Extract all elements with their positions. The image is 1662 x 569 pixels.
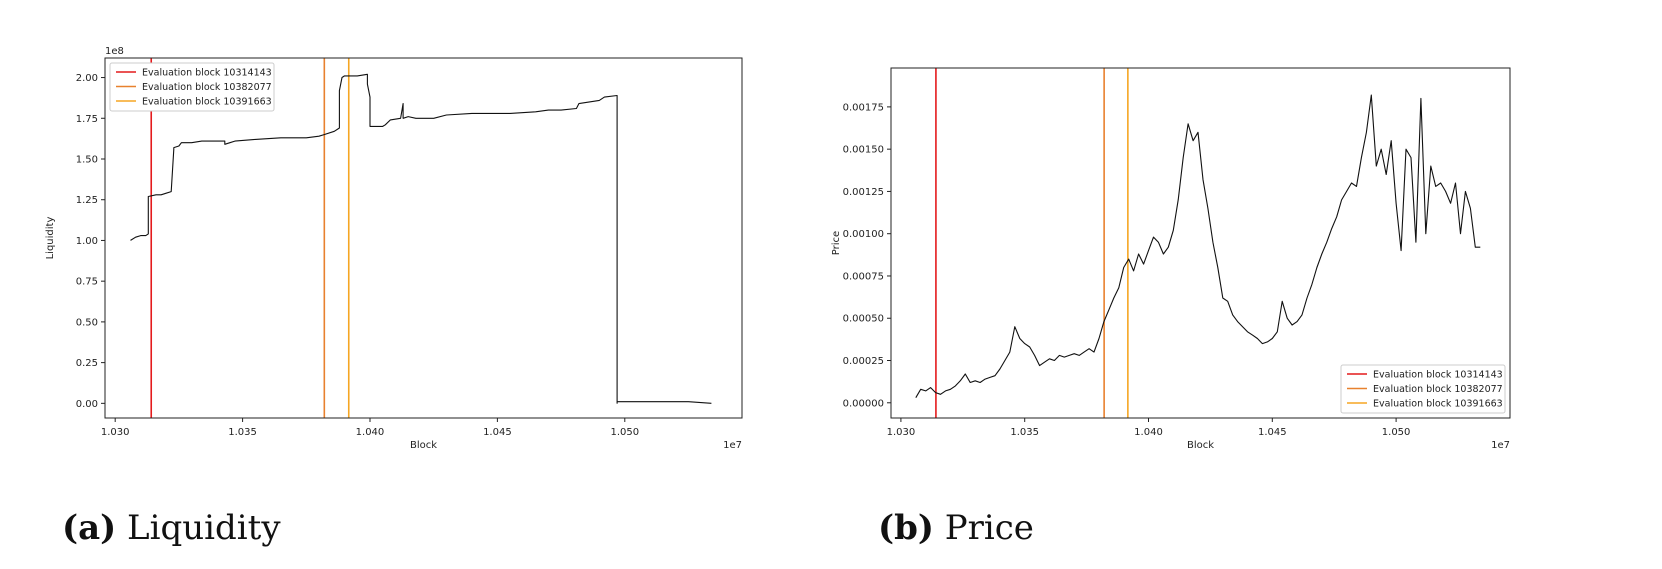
- series-line-1: [915, 94, 1481, 398]
- y-tick-label: 0.50: [76, 317, 98, 328]
- y-tick-label: 0.75: [76, 277, 98, 288]
- y-tick-label: 0.00075: [843, 271, 884, 282]
- plot-frame: [890, 67, 1511, 419]
- y-tick-label: 1.25: [76, 195, 98, 206]
- price-chart: 1.030 1.035 1.040 1.045 1.050 0.00000 0.00025 0…: [831, 67, 1511, 451]
- caption-label: (a): [62, 508, 117, 548]
- legend-entry-label: Evaluation block 10391663: [142, 97, 272, 108]
- y-tick-label: 2.00: [76, 73, 98, 84]
- plot-frame: [104, 57, 743, 419]
- y-offset-text: 1e8: [105, 46, 124, 57]
- x-offset-text: 1e7: [723, 440, 742, 451]
- x-tick-label: 1.045: [1258, 427, 1287, 438]
- y-tick-label: 0.00150: [843, 145, 884, 156]
- x-tick-label: 1.035: [228, 427, 257, 438]
- legend-box: [109, 62, 275, 112]
- y-tick-label: 1.75: [76, 114, 98, 125]
- y-axis-label: Liquidity: [45, 217, 56, 260]
- caption-text: Price: [944, 508, 1034, 548]
- price-chart-panel: 1.030 1.035 1.040 1.045 1.050 0.00000 0.00025 0…: [831, 0, 1662, 564]
- legend-entry-label: Evaluation block 10314143: [1373, 370, 1503, 381]
- liquidity-chart: 1.030 1.035 1.040 1.045 1.050 0.00 0.25 0.50 0.7…: [45, 46, 743, 451]
- x-tick-label: 1.040: [356, 427, 385, 438]
- liquidity-chart-panel: 1.030 1.035 1.040 1.045 1.050 0.00 0.25 0.50 0.7…: [0, 0, 831, 564]
- caption-label: (b): [878, 508, 934, 548]
- legend: Evaluation block 10314143 Evaluation bloc…: [1340, 364, 1506, 414]
- figure-caption-a: (a) Liquidity: [62, 508, 281, 548]
- y-tick-label: 0.25: [76, 358, 98, 369]
- y-axis-label: Price: [831, 231, 842, 255]
- x-tick-label: 1.040: [1134, 427, 1163, 438]
- caption-text: Liquidity: [127, 508, 281, 548]
- legend-box: [1340, 364, 1506, 414]
- x-tick-label: 1.030: [887, 427, 916, 438]
- legend-entry-label: Evaluation block 10382077: [142, 82, 272, 93]
- y-tick-label: 0.00: [76, 399, 98, 410]
- y-tick-label: 0.00025: [843, 356, 884, 367]
- series-line-1: [130, 73, 712, 404]
- x-tick-label: 1.050: [1382, 427, 1411, 438]
- y-tick-label: 0.00125: [843, 187, 884, 198]
- y-tick-label: 0.00050: [843, 314, 884, 325]
- y-tick-label: 0.00100: [843, 229, 884, 240]
- x-offset-text: 1e7: [1491, 440, 1510, 451]
- figure-caption-b: (b) Price: [878, 508, 1034, 548]
- x-axis-label: Block: [1187, 440, 1214, 451]
- x-axis-label: Block: [410, 440, 437, 451]
- legend-entry-label: Evaluation block 10391663: [1373, 399, 1503, 410]
- legend: Evaluation block 10314143 Evaluation bloc…: [109, 62, 275, 112]
- x-tick-label: 1.050: [610, 427, 639, 438]
- x-tick-label: 1.030: [101, 427, 130, 438]
- legend-entry-label: Evaluation block 10382077: [1373, 384, 1503, 395]
- y-tick-label: 0.00000: [843, 398, 884, 409]
- y-tick-label: 1.00: [76, 236, 98, 247]
- x-tick-label: 1.045: [483, 427, 512, 438]
- y-tick-label: 1.50: [76, 154, 98, 165]
- x-tick-label: 1.035: [1010, 427, 1039, 438]
- y-tick-label: 0.00175: [843, 102, 884, 113]
- legend-entry-label: Evaluation block 10314143: [142, 68, 272, 79]
